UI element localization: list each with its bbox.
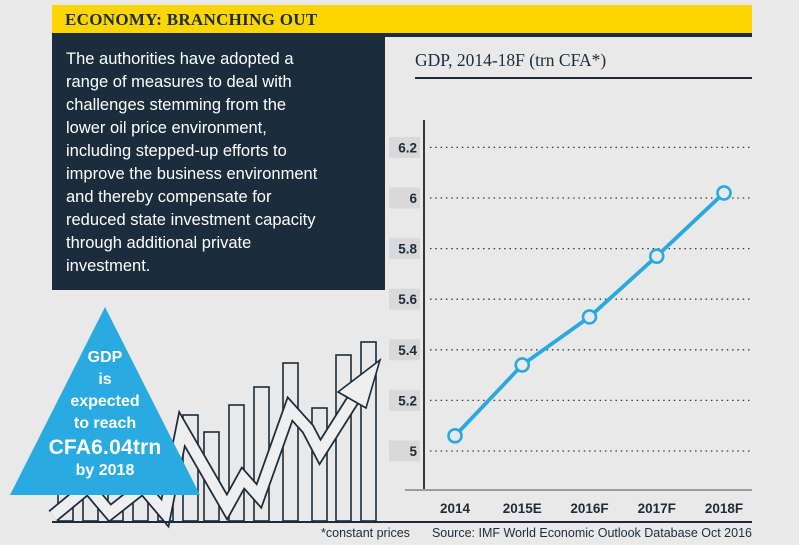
data-point-marker: [447, 428, 463, 444]
intro-box: The authorities have adopted a range of …: [52, 37, 385, 290]
intro-text: The authorities have adopted a range of …: [66, 50, 318, 275]
xtick-label: 2014: [440, 501, 471, 516]
triangle-caption: GDP is expected to reach CFA6.04trn by 2…: [25, 347, 185, 482]
ytick-box: [389, 339, 420, 361]
page-title: ECONOMY: BRANCHING OUT: [65, 10, 318, 29]
ytick-label: 6.2: [398, 140, 417, 155]
ytick-label: 5.2: [398, 393, 417, 408]
chart-title-underline: [415, 77, 752, 79]
xtick-label: 2016F: [570, 501, 608, 516]
arrow-head: [336, 357, 382, 410]
triangle-caption-line: is: [98, 371, 112, 388]
ytick-box: [389, 136, 420, 158]
xtick-label: 2018F: [705, 501, 743, 516]
xtick-label: 2017F: [638, 501, 676, 516]
data-point-marker: [581, 309, 598, 325]
header-underline: [52, 33, 752, 37]
ytick-label: 5.6: [398, 292, 417, 307]
gdp-chart-svg: 6.2 6 5.8 5.6 5.4 5.2 5 2014 2015E 2016F 2017F 2018…: [389, 120, 752, 516]
data-point-marker: [648, 248, 665, 264]
triangle-caption-line: GDP: [87, 349, 123, 366]
gdp-triangle: [10, 307, 200, 495]
triangle-caption-line: to reach: [73, 415, 137, 432]
footer-rule: [52, 521, 752, 523]
ytick-box: [389, 187, 420, 209]
footer: *constant prices Source: IMF World Econom…: [52, 526, 752, 540]
source-credit: Source: IMF World Economic Outlook Datab…: [431, 526, 752, 540]
triangle-caption-line: expected: [70, 393, 140, 410]
ytick-label: 5: [409, 444, 417, 459]
data-point-marker: [716, 185, 732, 201]
header-bar: ECONOMY: BRANCHING OUT: [52, 5, 752, 33]
ytick-label: 5.4: [398, 343, 417, 358]
growth-illustration: [10, 307, 382, 529]
ytick-box: [389, 238, 420, 260]
ytick-box: [389, 288, 420, 310]
triangle-caption-line: by 2018: [75, 462, 135, 479]
data-point-marker: [514, 357, 531, 373]
chart-title: GDP, 2014-18F (trn CFA*): [415, 50, 607, 70]
ytick-label: 6: [409, 191, 417, 206]
growth-arrow: [48, 357, 382, 529]
ytick-label: 5.8: [398, 242, 417, 257]
footnote-constant-prices: *constant prices: [321, 526, 410, 540]
triangle-caption-value: CFA6.04trn: [48, 436, 162, 459]
xtick-label: 2015E: [503, 501, 542, 516]
ytick-box: [389, 389, 420, 411]
ytick-box: [389, 440, 420, 462]
